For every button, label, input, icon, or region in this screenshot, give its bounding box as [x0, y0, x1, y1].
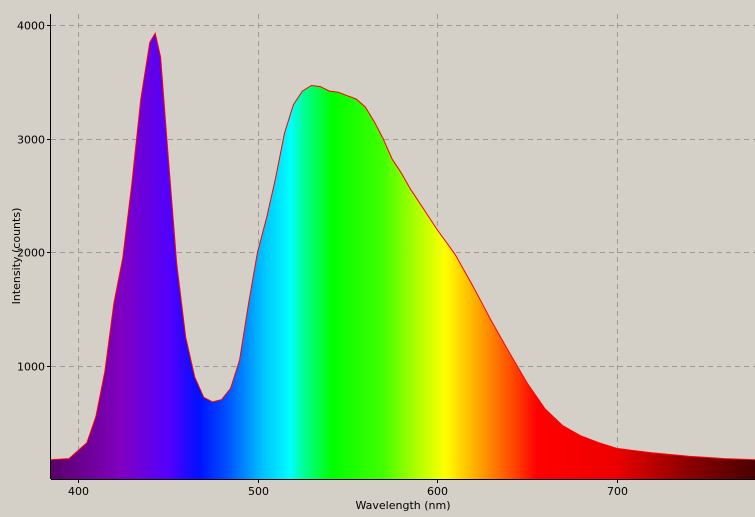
x-tick-label: 700: [607, 485, 628, 498]
y-tick-label: 1000: [17, 361, 45, 374]
x-tick-label: 500: [248, 485, 269, 498]
y-tick-label: 3000: [17, 134, 45, 147]
y-axis-ticks: 1000 2000 3000 4000: [17, 20, 51, 374]
spectrum-line: [50, 31, 755, 461]
x-tick-label: 600: [427, 485, 448, 498]
y-axis-title: Intensity (counts): [10, 208, 23, 305]
x-tick-label: 400: [68, 485, 89, 498]
x-axis-ticks: 400 500 600 700: [68, 479, 628, 498]
y-tick-label: 4000: [17, 20, 45, 33]
y-tick-label: 2000: [17, 247, 45, 260]
spectrum-area: [51, 33, 755, 480]
x-axis-title: Wavelength (nm): [355, 499, 450, 512]
